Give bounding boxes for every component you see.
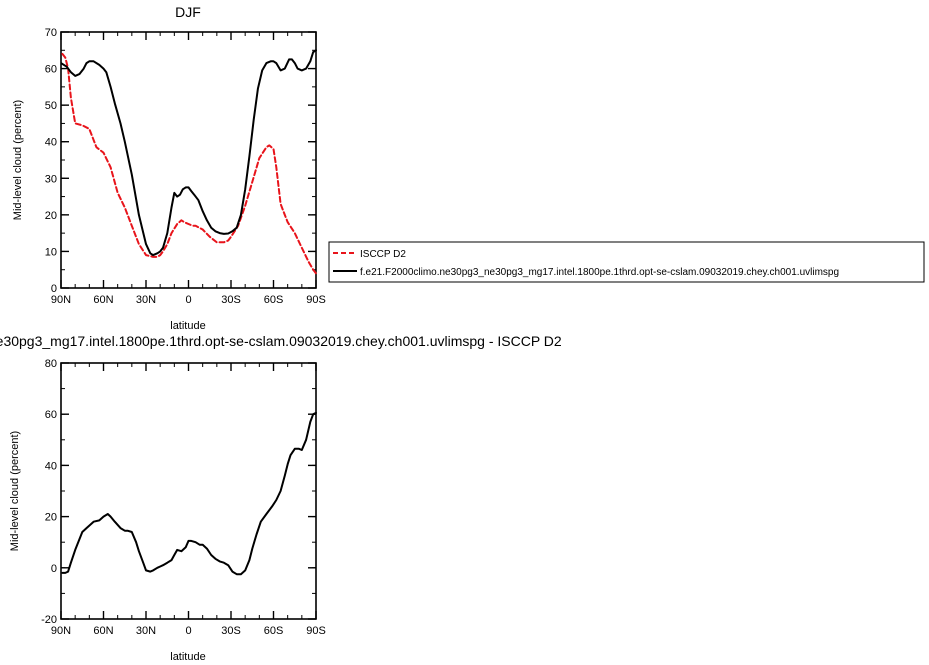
- x-tick-label: 90S: [306, 294, 326, 306]
- x-tick-label: 0: [185, 294, 191, 306]
- series-line-isccp: [61, 52, 317, 275]
- legend: ISCCP D2 f.e21.F2000climo.ne30pg3_ne30pg…: [328, 241, 925, 283]
- bottom-series-lines: [61, 411, 317, 576]
- x-tick-label: 90S: [306, 625, 326, 637]
- legend-label-model: f.e21.F2000climo.ne30pg3_ne30pg3_mg17.in…: [360, 267, 839, 278]
- y-tick-label: 60: [45, 64, 57, 76]
- bottom-y-ticks: -20 0 20 40 60 80: [41, 358, 316, 626]
- bottom-x-axis-label: latitude: [170, 651, 205, 663]
- legend-box: [328, 241, 925, 283]
- x-tick-label: 60S: [264, 294, 284, 306]
- x-tick-label: 90N: [51, 294, 71, 306]
- y-tick-label: -20: [41, 614, 57, 626]
- top-series-lines: [61, 49, 317, 275]
- bottom-plot-frame: [60, 362, 317, 620]
- series-line-model: [61, 49, 317, 257]
- y-tick-label: 80: [45, 358, 57, 370]
- x-tick-label: 30N: [136, 294, 156, 306]
- top-chart-title: DJF: [175, 4, 201, 20]
- y-tick-label: 70: [45, 27, 57, 39]
- y-tick-label: 0: [51, 283, 57, 295]
- bottom-x-ticks: 90N 60N 30N 0 30S 60S 90S: [51, 363, 326, 637]
- bottom-chart-title: f.e21.F2000climo.ne30pg3_ne30pg3_mg17.in…: [0, 333, 562, 349]
- x-tick-label: 30S: [221, 625, 241, 637]
- bottom-chart-panel: f.e21.F2000climo.ne30pg3_ne30pg3_mg17.in…: [0, 333, 562, 663]
- x-tick-label: 60S: [264, 625, 284, 637]
- top-x-axis-label: latitude: [170, 320, 205, 332]
- x-tick-label: 30S: [221, 294, 241, 306]
- x-tick-label: 90N: [51, 625, 71, 637]
- x-tick-label: 0: [185, 625, 191, 637]
- x-tick-label: 60N: [93, 625, 113, 637]
- top-y-ticks: 0 10 20 30 40 50 60 70: [45, 27, 316, 295]
- y-tick-label: 20: [45, 210, 57, 222]
- y-tick-label: 20: [45, 512, 57, 524]
- y-tick-label: 30: [45, 173, 57, 185]
- y-tick-label: 60: [45, 409, 57, 421]
- x-tick-label: 30N: [136, 625, 156, 637]
- y-tick-label: 40: [45, 460, 57, 472]
- x-tick-label: 60N: [93, 294, 113, 306]
- top-y-axis-label: Mid-level cloud (percent): [12, 100, 24, 220]
- y-tick-label: 50: [45, 100, 57, 112]
- y-tick-label: 40: [45, 137, 57, 149]
- series-line-difference: [61, 411, 317, 576]
- legend-label-isccp: ISCCP D2: [360, 249, 406, 260]
- y-tick-label: 10: [45, 246, 57, 258]
- bottom-y-axis-label: Mid-level cloud (percent): [9, 431, 21, 551]
- top-x-ticks: 90N 60N 30N 0 30S 60S 90S: [51, 32, 326, 306]
- y-tick-label: 0: [51, 563, 57, 575]
- top-plot-frame: [60, 31, 317, 289]
